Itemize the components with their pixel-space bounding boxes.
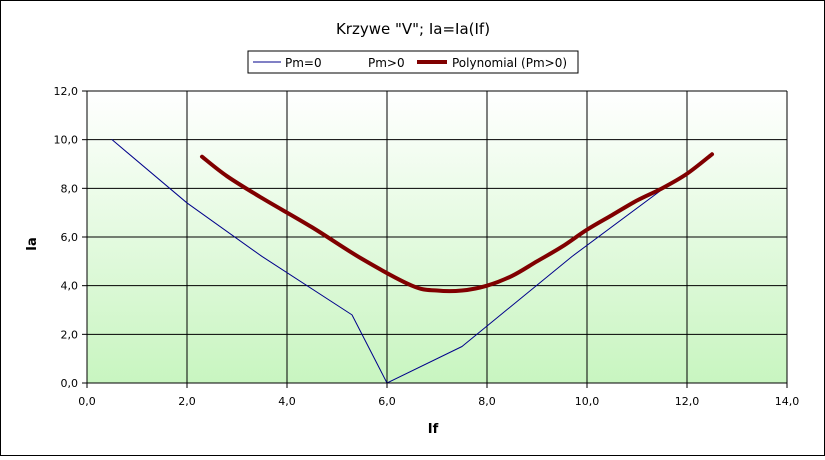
- x-tick-label: 2,0: [178, 395, 196, 408]
- legend-box: [247, 50, 579, 74]
- series-layer: [111, 139, 714, 384]
- y-tick-label: 10,0: [54, 134, 79, 147]
- legend: Pm=0 Pm>0 Polynomial (Pm>0): [247, 50, 579, 74]
- x-tick-label: 8,0: [478, 395, 496, 408]
- y-tick-label: 2,0: [61, 328, 79, 341]
- series-line-2: [200, 152, 714, 294]
- legend-label-polynomial: Polynomial (Pm>0): [452, 56, 567, 70]
- y-tick-label: 8,0: [61, 182, 79, 195]
- y-axis-title: Ia: [25, 237, 40, 251]
- y-tick-label: 12,0: [54, 85, 79, 98]
- x-tick-label: 10,0: [575, 395, 600, 408]
- x-tick-label: 14,0: [775, 395, 800, 408]
- x-tick-label: 0,0: [78, 395, 96, 408]
- legend-label-pm0: Pm=0: [285, 56, 322, 70]
- grid-lines: [86, 90, 788, 384]
- chart-title: Krzywe "V"; Ia=Ia(If): [336, 20, 490, 38]
- axes: 0,0 2,0 4,0 6,0 8,0 10,0 12,0 0,0 2,0 4,0 6,0 8,0 10…: [54, 85, 800, 408]
- legend-label-pmgt0: Pm>0: [368, 56, 405, 70]
- series-line-0: [111, 139, 668, 384]
- x-tick-label: 12,0: [675, 395, 700, 408]
- y-tick-label: 0,0: [61, 377, 79, 390]
- x-tick-label: 4,0: [278, 395, 296, 408]
- x-axis-title: If: [428, 422, 439, 437]
- y-tick-label: 4,0: [61, 280, 79, 293]
- y-tick-label: 6,0: [61, 231, 79, 244]
- x-tick-label: 6,0: [378, 395, 396, 408]
